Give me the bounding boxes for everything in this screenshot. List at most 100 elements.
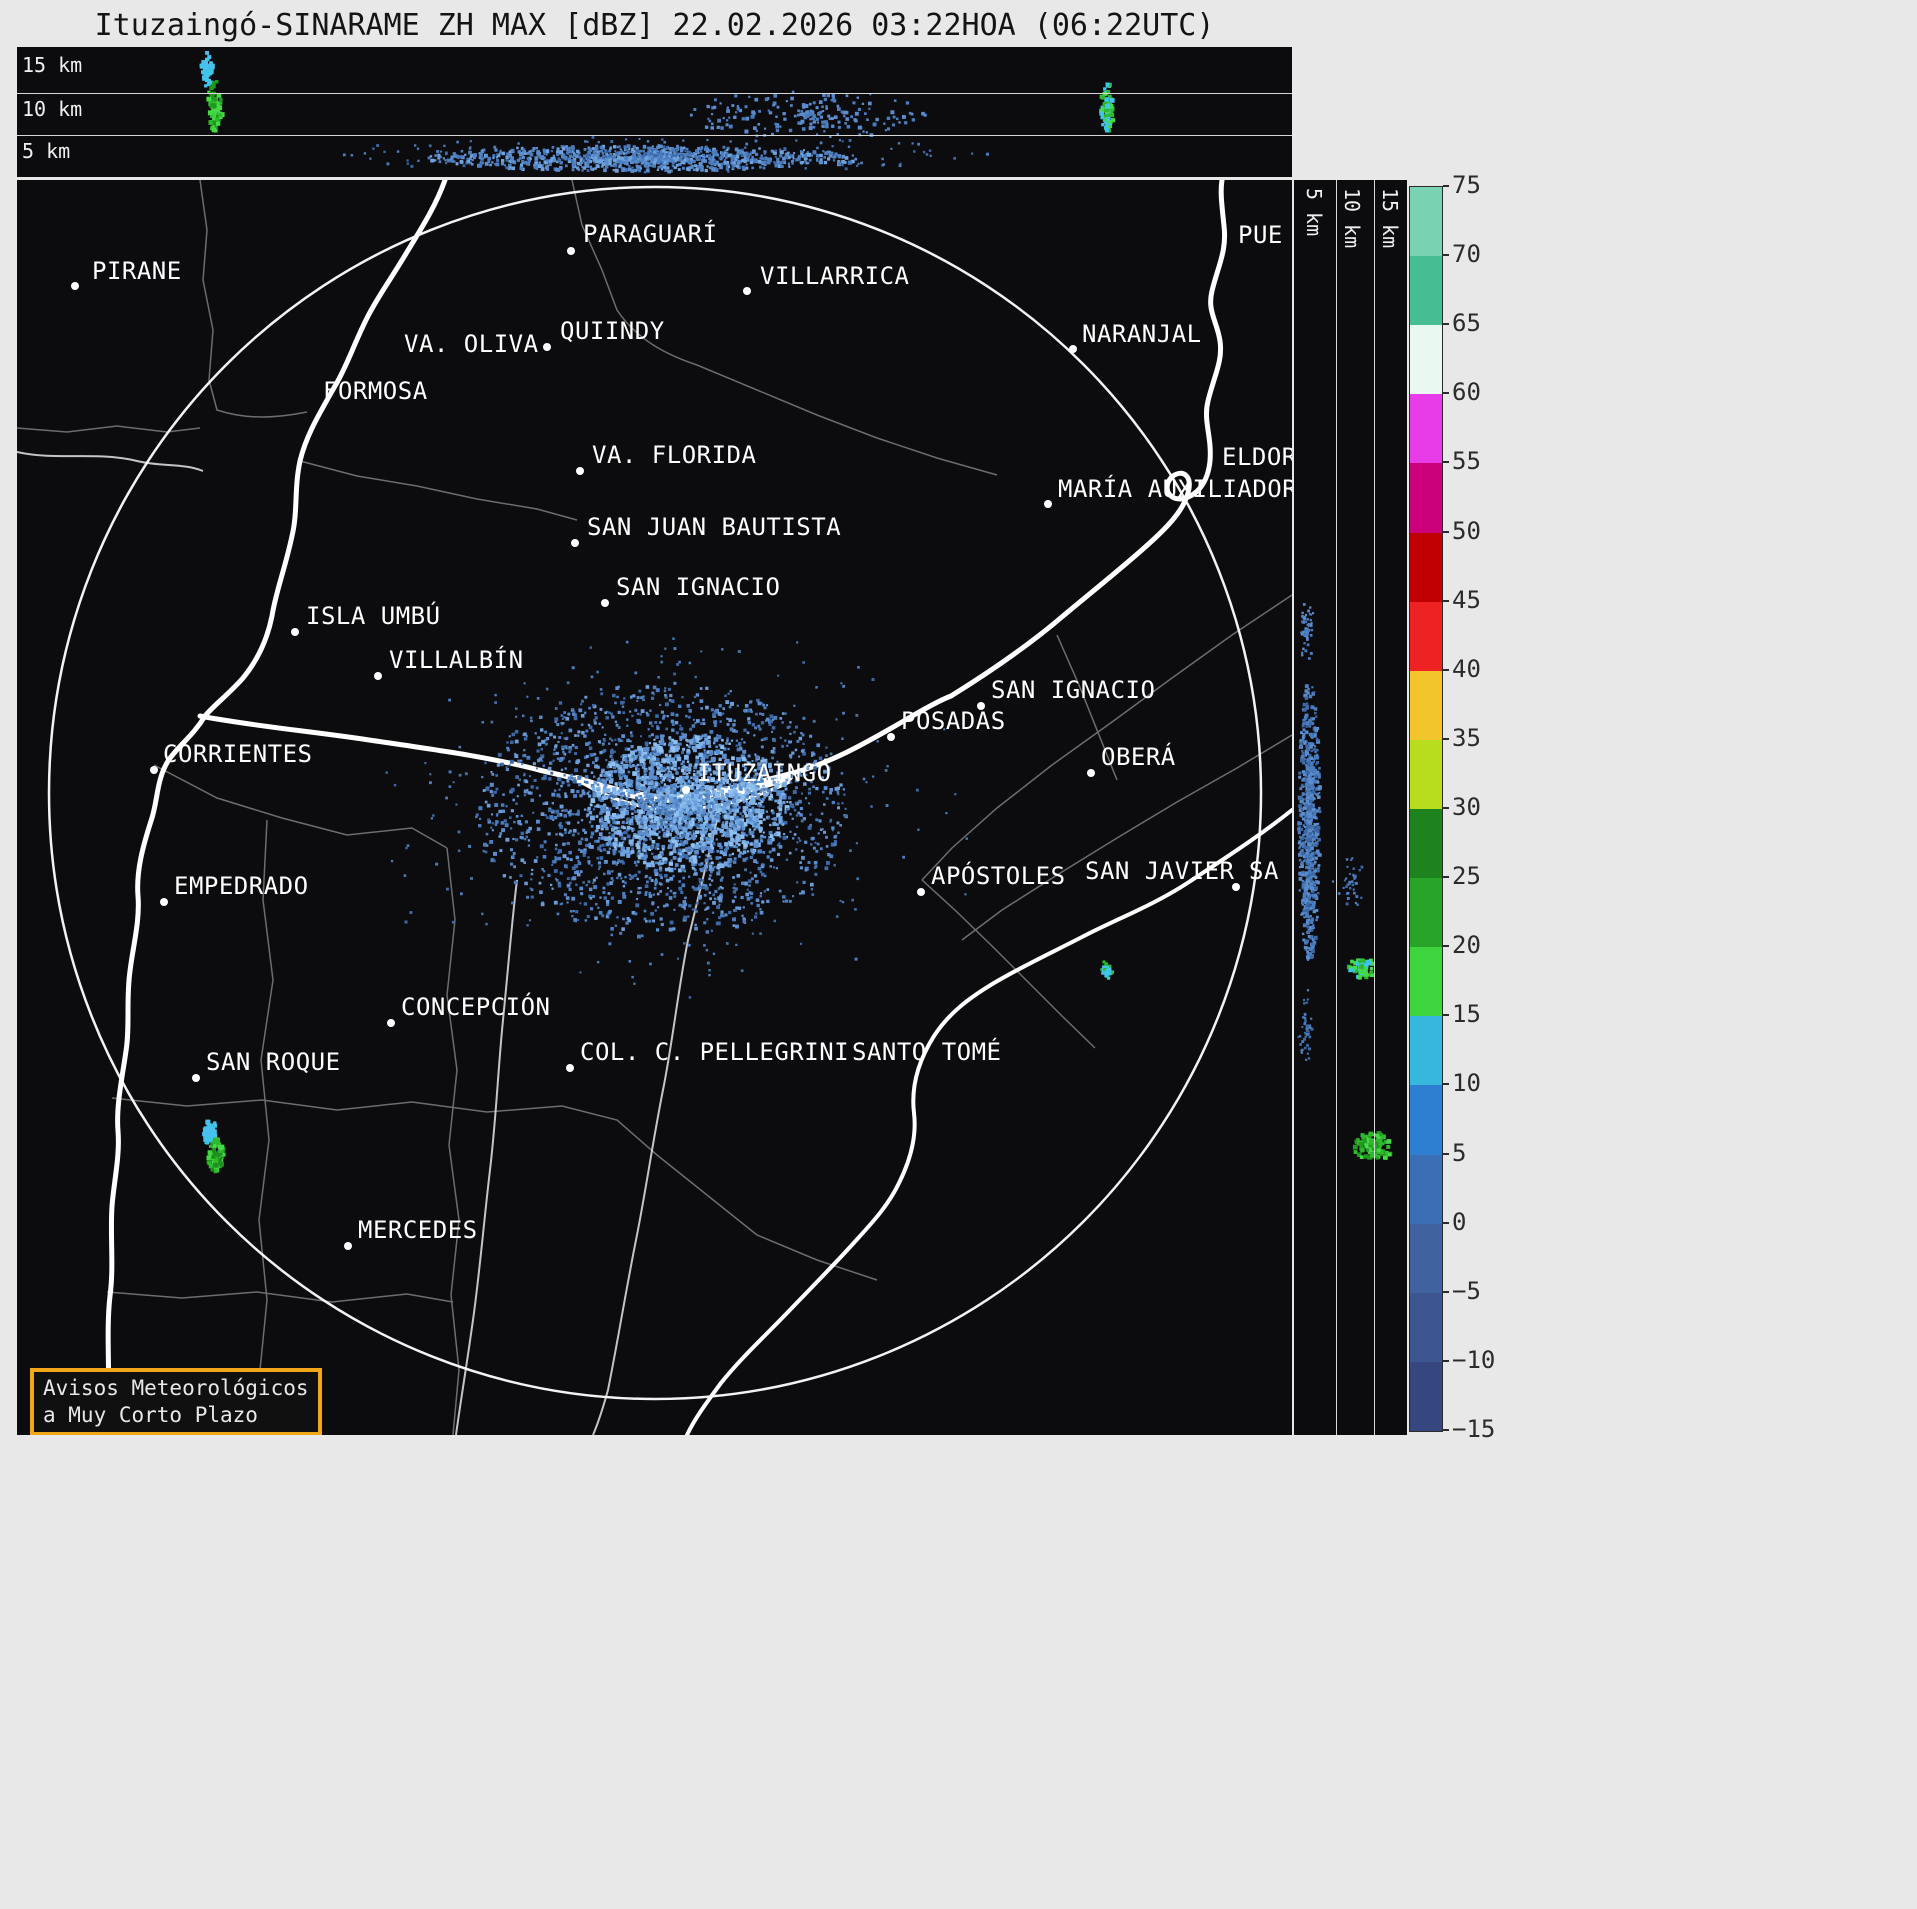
colorbar-cell [1410,1154,1442,1224]
colorbar-cell [1410,739,1442,809]
colorbar-tick-label: 75 [1443,171,1481,199]
colorbar-cell [1410,394,1442,464]
province-borders [17,180,1292,1435]
city-dot [576,467,584,475]
city-dot [150,766,158,774]
right-cross-section-echoes [1297,603,1393,1160]
city-dot [887,733,895,741]
colorbar-tick-label: 25 [1443,862,1481,891]
city-label: VA. FLORIDA [592,441,757,469]
colorbar-cell [1410,532,1442,602]
colorbar-tick-label: 60 [1443,378,1481,407]
altitude-gridline-5km [17,135,1292,136]
city-dot [1087,769,1095,777]
page-title: Ituzaingó-SINARAME ZH MAX [dBZ] 22.02.20… [94,8,1215,43]
alert-line-2: a Muy Corto Plazo [43,1403,258,1427]
city-label: NARANJAL [1082,320,1202,348]
city-dot [917,888,925,896]
city-dot [571,539,579,547]
altitude-label-15km: 15 km [22,53,83,77]
colorbar-cell [1410,325,1442,395]
colorbar-tick-label: 40 [1443,654,1481,683]
city-label: PARAGUARÍ [583,220,718,248]
city-label: POSADAS [901,707,1006,735]
altitude-label-5km: 5 km [22,139,71,163]
city-label: VILLALBÍN [389,646,524,674]
colorbar-tick-label: 10 [1443,1069,1481,1098]
colorbar-tick-label: 15 [1443,1000,1481,1029]
colorbar-tick-label: −5 [1443,1276,1481,1305]
colorbar-cell [1410,256,1442,326]
radar-range-ring [47,185,1263,1401]
dbz-colorbar-ticks: 75 70 65 60 55 50 45 40 35 30 25 20 15 10 5 0 −5 −10 −15 [1442,171,1522,1443]
colorbar-tick-label: 20 [1443,931,1481,960]
colorbar-tick-label: 45 [1443,585,1481,614]
city-label: VA. OLIVA [404,330,539,358]
city-dot [71,282,79,290]
altitude-gridline-15km [1374,180,1375,1435]
city-label: PUE [1238,221,1283,249]
city-dot [682,786,690,794]
dbz-colorbar [1409,186,1443,1432]
city-dot [567,247,575,255]
alert-line-1: Avisos Meteorológicos [43,1376,309,1400]
colorbar-cell [1410,670,1442,740]
altitude-gridline-10km [17,93,1292,94]
colorbar-tick-label: 5 [1442,1138,1467,1167]
altitude-label-15km: 15 km [1378,188,1402,249]
colorbar-tick-label: 0 [1442,1207,1467,1236]
city-dot [344,1242,352,1250]
colorbar-cell [1410,601,1442,671]
city-label: FORMOSA [323,377,428,405]
city-label: SAN JUAN BAUTISTA [587,513,842,541]
colorbar-tick-label: 55 [1443,447,1481,476]
city-label: SAN IGNACIO [991,676,1156,704]
colorbar-tick-label: −15 [1442,1415,1496,1443]
city-label: QUIINDY [560,317,665,345]
city-label: SAN IGNACIO [616,573,781,601]
right-cross-section-panel: 5 km 10 km 15 km [1294,180,1407,1435]
city-label: SA [1249,857,1279,885]
city-dot [387,1019,395,1027]
city-label: OBERÁ [1101,743,1176,771]
city-dot [1232,883,1240,891]
city-dot [1069,345,1077,353]
map-base-layer [17,180,1292,1435]
colorbar-cell [1410,1085,1442,1155]
city-label: PIRANE [92,257,182,285]
altitude-label-10km: 10 km [1340,188,1364,249]
colorbar-cell [1410,463,1442,533]
city-label: APÓSTOLES [931,862,1066,890]
city-label: CORRIENTES [163,740,313,768]
city-dot [374,672,382,680]
altitude-label-5km: 5 km [1302,188,1326,237]
top-cross-section-echoes [199,51,1116,174]
colorbar-tick-label: 30 [1443,793,1481,821]
altitude-gridline-10km [1336,180,1337,1435]
colorbar-cell [1410,1361,1442,1431]
top-cross-section-panel: 15 km 10 km 5 km [17,47,1292,177]
footer: Servicio Meteorológico Nacional Argentin… [0,1435,1917,1909]
colorbar-cell [1410,878,1442,948]
colorbar-cell [1410,1223,1442,1293]
map-panel: PIRANE PARAGUARÍ VILLARRICA VA. OLIVA QUIIND… [17,180,1292,1435]
colorbar-cell [1410,1016,1442,1086]
city-dot [566,1064,574,1072]
colorbar-cell [1410,947,1442,1017]
city-dot [291,628,299,636]
city-label: EMPEDRADO [174,872,309,900]
colorbar-tick-label: 35 [1443,723,1481,752]
city-label: CONCEPCIÓN [401,993,551,1021]
city-label: SAN ROQUE [206,1048,341,1076]
colorbar-cell [1410,1292,1442,1362]
city-label: MERCEDES [358,1216,478,1244]
colorbar-cell [1410,187,1442,257]
colorbar-tick-label: 50 [1443,516,1481,545]
colorbar-tick-label: 70 [1443,240,1481,269]
minor-rivers [17,451,718,1435]
city-label: ISLA UMBÚ [306,602,441,630]
alert-box[interactable]: Avisos Meteorológicos a Muy Corto Plazo [30,1368,322,1435]
map-echo-layer [202,637,1114,1174]
colorbar-tick-label: 65 [1443,309,1481,338]
